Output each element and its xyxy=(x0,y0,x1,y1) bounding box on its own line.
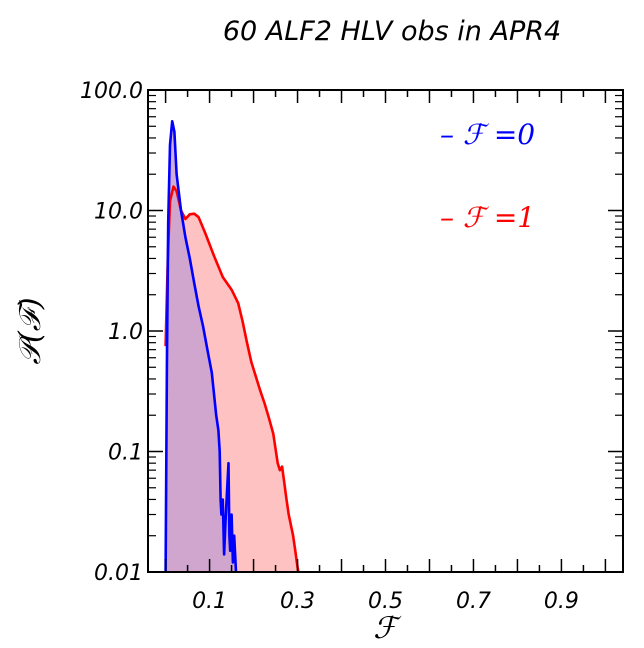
y-tick-label: 10.0 xyxy=(94,200,143,225)
y-tick-label: 0.01 xyxy=(94,561,143,586)
y-axis-label: 𝒫(ℱ) xyxy=(13,297,48,364)
series-lines xyxy=(164,120,300,573)
x-tick-label: 0.1 xyxy=(192,589,227,614)
x-tick-label: 0.7 xyxy=(456,589,491,614)
legend-entry: – ℱ =0 xyxy=(440,118,535,151)
x-tick-label: 0.5 xyxy=(368,589,403,614)
series-fill-1 xyxy=(165,121,236,573)
tick-labels: 0.1 0.3 0.5 0.7 0.9 100.0 10.0 1.0 0.1 0.01 xyxy=(80,79,579,614)
legend: – ℱ =0 – ℱ =1 xyxy=(440,118,535,234)
y-tick-label: 100.0 xyxy=(80,79,143,104)
plot-frame xyxy=(147,89,624,573)
legend-entry: – ℱ =1 xyxy=(440,201,535,234)
chart-title: 60 ALF2 HLV obs in APR4 xyxy=(223,16,561,47)
x-axis-label: ℱ xyxy=(373,611,402,646)
x-tick-label: 0.3 xyxy=(280,589,315,614)
series-fills xyxy=(165,121,299,573)
series-line-1 xyxy=(164,120,238,573)
x-tick-label: 0.9 xyxy=(544,589,579,614)
y-tick-label: 1.0 xyxy=(108,320,143,345)
y-tick-label: 0.1 xyxy=(108,441,143,466)
